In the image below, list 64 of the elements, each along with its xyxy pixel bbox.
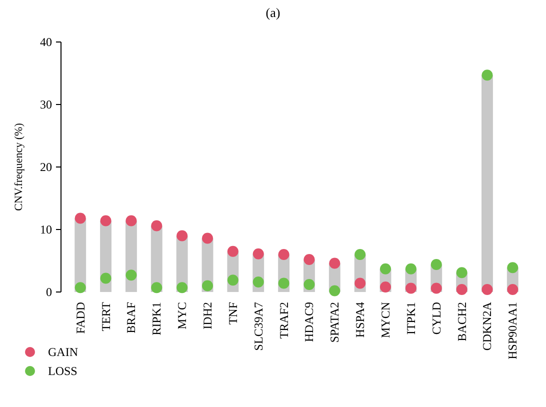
y-axis-title: CNV.frequency (%): [13, 122, 25, 211]
chart-title: (a): [266, 5, 280, 20]
x-tick-label: TERT: [98, 301, 113, 332]
point: [74, 282, 86, 294]
point: [456, 267, 468, 278]
point: [304, 279, 315, 290]
y-tick-label: 20: [40, 160, 52, 174]
x-tick-label: FADD: [73, 302, 88, 334]
x-tick-label: HDAC9: [302, 302, 316, 342]
point: [151, 220, 162, 232]
point: [227, 274, 238, 286]
point: [507, 262, 518, 274]
point: [278, 249, 290, 260]
point: [380, 263, 392, 274]
point: [482, 70, 493, 81]
x-tick-label: ITPK1: [404, 302, 418, 335]
x-tick-label: MYC: [175, 302, 190, 330]
y-tick-label: 10: [40, 222, 52, 237]
x-tick-label: BACH2: [454, 302, 469, 342]
x-tick-label: BRAF: [124, 302, 138, 334]
point: [100, 272, 112, 284]
x-tick-label: CYLD: [429, 302, 444, 335]
point: [380, 282, 392, 292]
x-tick-label: MYCN: [378, 302, 393, 338]
point: [405, 263, 416, 274]
point: [227, 246, 238, 257]
point: [176, 282, 188, 294]
point: [202, 232, 213, 244]
point: [151, 282, 162, 294]
x-tick-label: CDKN2A: [480, 302, 494, 351]
point: [329, 258, 340, 269]
point: [482, 284, 493, 295]
y-tick-label: 30: [40, 98, 52, 112]
point: [252, 276, 264, 288]
point: [507, 284, 518, 295]
bar: [482, 75, 493, 292]
point: [430, 259, 442, 270]
point: [456, 284, 468, 295]
point: [176, 230, 188, 242]
point: [329, 285, 340, 296]
x-tick-label: HSPA4: [353, 302, 368, 338]
point: [202, 280, 213, 292]
x-tick-label: RIPK1: [150, 302, 164, 336]
point: [100, 215, 112, 226]
point: [74, 212, 86, 224]
x-tick-label: SPATA2: [328, 302, 342, 343]
y-tick-label: 40: [40, 35, 52, 50]
x-tick-label: HSP90AA1: [506, 302, 520, 360]
x-tick-label: IDH2: [200, 302, 214, 330]
point: [278, 278, 290, 289]
point: [304, 254, 315, 265]
x-tick-label: TRAF2: [276, 302, 291, 339]
x-tick-label: TNF: [226, 302, 240, 325]
point: [354, 278, 366, 289]
point: [354, 249, 366, 260]
y-tick-label: 0: [46, 285, 52, 300]
point: [252, 248, 264, 260]
point: [405, 282, 416, 294]
x-tick-label: SLC39A7: [251, 302, 266, 351]
legend-label: GAIN: [48, 345, 78, 360]
point: [126, 215, 137, 226]
legend-label: LOSS: [48, 364, 78, 378]
point: [430, 282, 442, 294]
point: [126, 270, 137, 281]
